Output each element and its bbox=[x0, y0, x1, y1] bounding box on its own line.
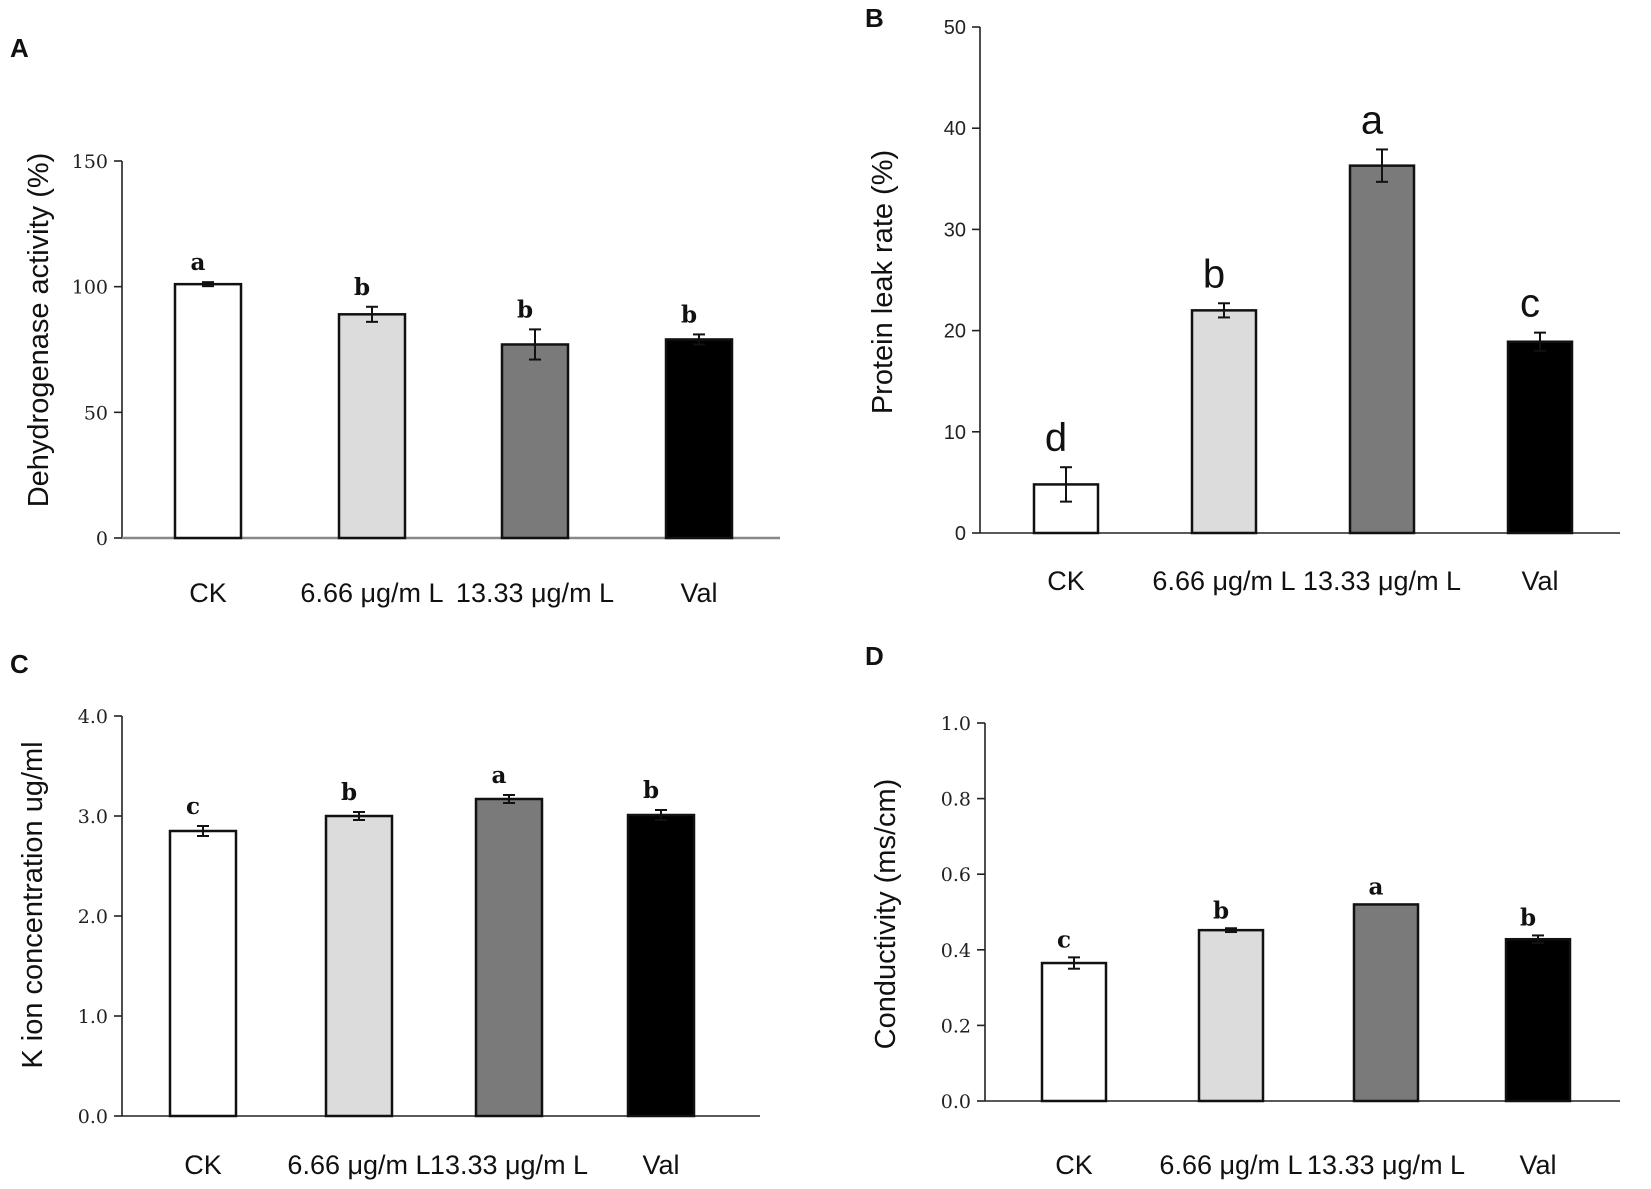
error-bar bbox=[1068, 956, 1080, 970]
x-tick-label: CK bbox=[184, 1150, 222, 1180]
x-tick-label: 6.66 μg/m L bbox=[1152, 566, 1295, 596]
significance-letter: a bbox=[492, 762, 507, 789]
y-axis-label: Dehydrogenase activity (%) bbox=[23, 153, 55, 508]
bar bbox=[337, 313, 407, 540]
y-tick-label: 150 bbox=[72, 151, 108, 173]
bar bbox=[324, 814, 394, 1118]
x-tick-label: CK bbox=[1055, 1150, 1093, 1180]
bar bbox=[626, 813, 696, 1118]
y-tick-label: 0.2 bbox=[941, 1015, 971, 1037]
y-tick-label: 0 bbox=[955, 523, 966, 545]
y-tick-label: 0.6 bbox=[941, 864, 971, 886]
y-tick-label: 40 bbox=[944, 118, 966, 140]
y-tick-label: 3.0 bbox=[78, 806, 108, 828]
error-bar bbox=[1534, 331, 1546, 352]
y-tick-label: 0 bbox=[96, 528, 108, 550]
y-tick-label: 2.0 bbox=[78, 906, 108, 928]
x-tick-label: CK bbox=[189, 578, 227, 608]
significance-letter: a bbox=[1369, 873, 1384, 900]
significance-letter: b bbox=[1520, 904, 1536, 931]
x-tick-label: Val bbox=[1519, 1150, 1556, 1180]
panel-c: C 0.0 1.0 2.0 3.0 4.0 K ion concentration ug/m… bbox=[10, 649, 760, 1180]
error-bar bbox=[202, 281, 214, 288]
x-tick-label: 6.66 μg/m L bbox=[300, 578, 443, 608]
significance-letter: b bbox=[517, 296, 533, 323]
x-tick-label: CK bbox=[1047, 566, 1085, 596]
y-tick-label: 4.0 bbox=[78, 706, 108, 728]
significance-letter: a bbox=[1361, 98, 1384, 142]
y-tick-label: 0.0 bbox=[941, 1091, 971, 1113]
bar bbox=[1504, 937, 1572, 1103]
panel-d: D 0.0 0.2 0.4 0.6 0.8 1.0 Conductivity (ms/cm) c… bbox=[865, 641, 1620, 1180]
error-bar bbox=[1060, 466, 1072, 503]
bar bbox=[1190, 309, 1258, 535]
y-tick-label: 50 bbox=[944, 17, 966, 39]
panel-letter: D bbox=[865, 641, 884, 671]
bar bbox=[664, 338, 734, 540]
x-tick-label: 13.33 μg/m L bbox=[430, 1150, 588, 1180]
panel-letter: B bbox=[865, 3, 884, 33]
y-axis-label: Conductivity (ms/cm) bbox=[870, 779, 902, 1050]
bar bbox=[500, 343, 570, 540]
bar bbox=[1506, 340, 1574, 535]
significance-letter: b bbox=[1203, 252, 1225, 296]
significance-letter: b bbox=[643, 777, 659, 804]
panel-b: B 0 10 20 30 40 50 Protein leak rate (%) d CK b 6.6… bbox=[865, 3, 1620, 596]
x-tick-label: 6.66 μg/m L bbox=[1159, 1150, 1302, 1180]
significance-letter: a bbox=[191, 249, 206, 276]
y-tick-label: 0.8 bbox=[941, 789, 971, 811]
error-bar bbox=[529, 328, 541, 361]
x-tick-label: Val bbox=[642, 1150, 679, 1180]
bar bbox=[474, 797, 544, 1118]
error-bar bbox=[1218, 302, 1230, 319]
bar bbox=[1348, 164, 1416, 535]
y-tick-label: 30 bbox=[944, 219, 966, 241]
significance-letter: b bbox=[341, 779, 357, 806]
y-axis-label: Protein leak rate (%) bbox=[867, 150, 899, 414]
bar bbox=[173, 282, 243, 540]
significance-letter: d bbox=[1045, 416, 1067, 460]
significance-letter: b bbox=[681, 301, 697, 328]
panel-a: A 0 50 100 150 Dehydrogenase activity (%) a CK b… bbox=[10, 33, 780, 608]
y-tick-label: 10 bbox=[944, 422, 966, 444]
panel-letter: A bbox=[10, 33, 29, 63]
bar bbox=[1352, 903, 1420, 1103]
significance-letter: b bbox=[354, 274, 370, 301]
error-bar bbox=[1532, 934, 1544, 944]
bar bbox=[168, 829, 238, 1118]
x-tick-label: 13.33 μg/m L bbox=[1307, 1150, 1465, 1180]
y-tick-label: 50 bbox=[84, 402, 108, 424]
x-tick-label: Val bbox=[680, 578, 717, 608]
y-axis-label: K ion concentration ug/ml bbox=[17, 741, 49, 1068]
bar bbox=[1197, 928, 1265, 1103]
y-tick-label: 1.0 bbox=[78, 1006, 108, 1028]
error-bar bbox=[353, 811, 365, 821]
y-tick-label: 0.4 bbox=[941, 940, 971, 962]
y-tick-label: 0.0 bbox=[78, 1106, 108, 1128]
error-bar bbox=[503, 794, 515, 804]
significance-letter: c bbox=[186, 793, 200, 820]
significance-letter: c bbox=[1520, 282, 1540, 326]
x-tick-label: 13.33 μg/m L bbox=[456, 578, 614, 608]
error-bar bbox=[197, 825, 209, 837]
y-tick-label: 20 bbox=[944, 321, 966, 343]
y-tick-label: 1.0 bbox=[941, 713, 971, 735]
x-tick-label: 13.33 μg/m L bbox=[1303, 566, 1461, 596]
x-tick-label: Val bbox=[1521, 566, 1558, 596]
error-bar bbox=[1376, 148, 1388, 183]
error-bar bbox=[693, 333, 705, 346]
x-tick-label: 6.66 μg/m L bbox=[287, 1150, 430, 1180]
error-bar bbox=[366, 305, 378, 323]
panel-letter: C bbox=[10, 649, 29, 679]
error-bar bbox=[1225, 927, 1237, 934]
error-bar bbox=[655, 809, 667, 821]
significance-letter: c bbox=[1057, 926, 1071, 953]
significance-letter: b bbox=[1213, 897, 1229, 924]
bar bbox=[1040, 961, 1108, 1103]
y-tick-label: 100 bbox=[72, 277, 108, 299]
